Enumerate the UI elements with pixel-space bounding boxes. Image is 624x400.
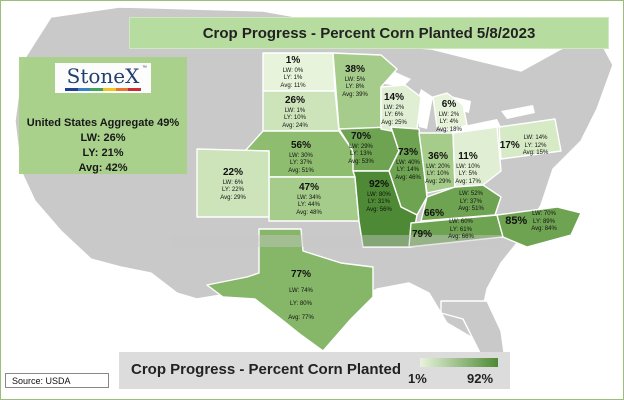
- logo-wordmark: StoneX: [66, 64, 140, 88]
- legend-min-label: 1%: [408, 371, 427, 386]
- legend-gradient: [420, 358, 498, 367]
- state-label-pa: 17% LW: 14% LY: 12% Avg: 15%: [499, 135, 549, 156]
- state-mi: [432, 92, 468, 132]
- page-title: Crop Progress - Percent Corn Planted 5/8…: [202, 24, 536, 42]
- aggregate-last-year: LY: 21%: [82, 147, 124, 159]
- logo-color-bar: [65, 88, 142, 91]
- state-label-ne: 56% LW: 30% LY: 37% Avg: 51%: [288, 140, 314, 174]
- legend-panel: Crop Progress - Percent Corn Planted 1% …: [119, 352, 510, 389]
- state-label-mi: 6% LW: 2% LY: 4% Avg: 18%: [436, 99, 462, 133]
- state-label-wi: 14% LW: 2% LY: 6% Avg: 25%: [381, 92, 407, 126]
- state-label-mn: 38% LW: 5% LY: 8% Avg: 39%: [342, 64, 368, 98]
- state-label-ia: 70% LW: 29% LY: 13% Avg: 53%: [348, 131, 374, 165]
- state-label-in: 36% LW: 20% LY: 10% Avg: 29%: [425, 151, 451, 185]
- aggregate-panel: StoneX ™ United States Aggregate 49% LW:…: [19, 57, 187, 174]
- source-note: Source: USDA: [5, 373, 109, 388]
- state-label-mo: 92% LW: 80% LY: 31% Avg: 56%: [366, 179, 392, 213]
- state-label-oh: 11% LW: 10% LY: 5% Avg: 17%: [455, 151, 481, 185]
- aggregate-last-week: LW: 26%: [80, 132, 126, 144]
- state-label-co: 22% LW: 6% LY: 22% Avg: 29%: [220, 167, 246, 201]
- state-oh: [452, 126, 502, 188]
- aggregate-average: Avg: 42%: [78, 162, 128, 174]
- state-label-ks: 47% LW: 34% LY: 44% Avg: 48%: [296, 182, 322, 216]
- state-pa: [498, 118, 562, 160]
- state-nc: [496, 206, 582, 248]
- legend-title: Crop Progress - Percent Corn Planted: [131, 361, 402, 378]
- state-label-nd: 1% LW: 0% LY: 1% Avg: 11%: [280, 55, 306, 89]
- logo-trademark: ™: [142, 65, 147, 71]
- state-label-tn-detail: LW: 60% LY: 61% Avg: 66%: [448, 219, 474, 240]
- aggregate-total: United States Aggregate 49%: [26, 117, 180, 129]
- title-banner: Crop Progress - Percent Corn Planted 5/8…: [129, 17, 609, 49]
- stonex-logo: StoneX ™: [55, 63, 151, 93]
- state-label-nc: 85% LW: 70% LY: 89% Avg: 84%: [505, 211, 557, 232]
- state-label-sd: 26% LW: 1% LY: 10% Avg: 24%: [282, 95, 308, 129]
- state-co: [196, 148, 270, 218]
- state-label-tx: 77% LW: 74% LY: 80% Avg: 77%: [288, 269, 314, 321]
- state-label-tn: 66%: [423, 208, 445, 219]
- legend-max-label: 92%: [467, 371, 494, 386]
- state-tx: [206, 228, 374, 352]
- state-label-ky: LW: 52% LY: 37% Avg: 51%: [458, 191, 484, 212]
- state-label-il: 73% LW: 40% LY: 14% Avg: 46%: [395, 147, 421, 181]
- state-ky: [420, 184, 502, 222]
- watermark-strip: [171, 235, 501, 247]
- state-label-tn-south: 79%: [411, 229, 433, 240]
